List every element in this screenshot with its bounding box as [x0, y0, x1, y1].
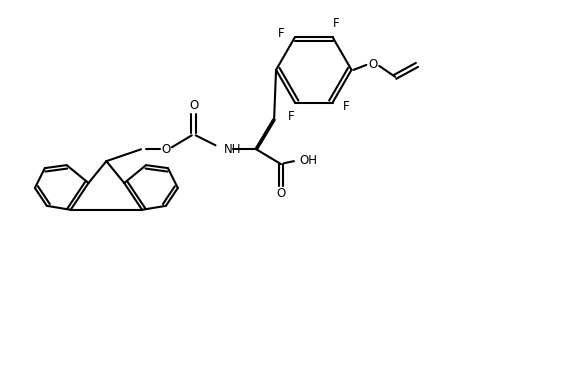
Text: F: F — [333, 17, 340, 30]
Text: F: F — [288, 110, 294, 123]
Text: O: O — [161, 143, 170, 156]
Text: NH: NH — [223, 143, 241, 156]
Text: OH: OH — [299, 154, 317, 167]
Text: F: F — [343, 100, 350, 113]
Text: O: O — [189, 99, 198, 112]
Text: F: F — [278, 27, 284, 40]
Text: O: O — [276, 187, 286, 201]
Text: O: O — [369, 59, 378, 71]
